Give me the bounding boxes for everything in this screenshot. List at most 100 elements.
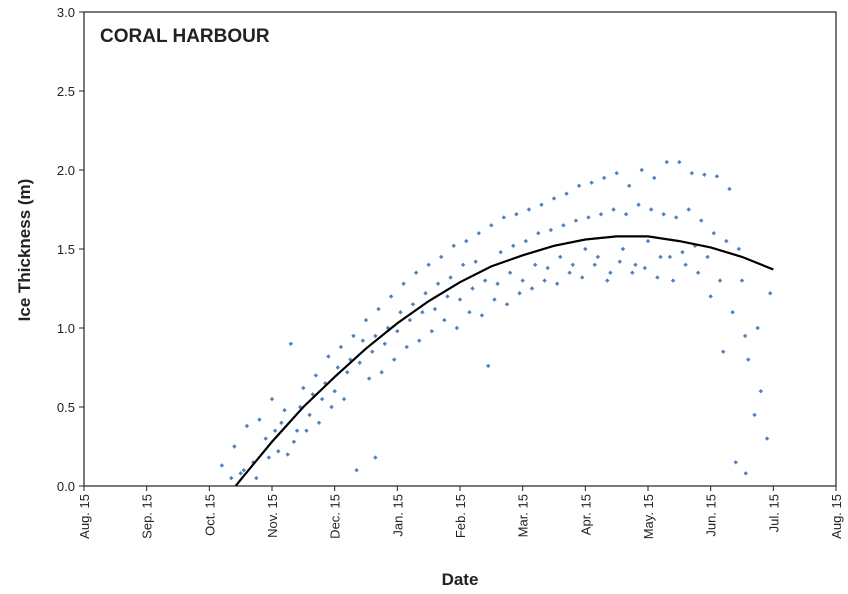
data-point [388,294,394,299]
y-axis-label: Ice Thickness (m) [15,179,34,322]
data-point [392,357,397,362]
data-point [617,259,622,264]
data-point [517,291,522,296]
data-point [304,428,309,433]
data-point [442,317,447,323]
data-point [279,420,284,425]
data-point [313,373,319,378]
data-point [598,212,604,217]
data-point [429,328,434,334]
data-point [263,436,268,441]
data-point [401,281,406,286]
data-point [373,455,378,460]
data-point [398,310,403,315]
data-point [730,310,735,315]
data-point [219,463,225,468]
data-point [244,423,250,429]
y-tick-label: 2.0 [57,163,75,178]
x-tick-label: Feb. 15 [453,494,468,538]
data-point [589,180,594,185]
data-point [448,275,453,280]
y-tick-label: 1.5 [57,242,75,257]
data-point [695,270,701,275]
data-point [742,333,748,339]
data-point [492,297,497,302]
data-point [482,278,488,283]
data-point [470,286,475,291]
data-point [554,281,560,286]
data-point [721,349,726,354]
data-point [351,333,356,339]
data-point [592,262,597,267]
data-point [708,294,713,299]
y-tick-label: 0.0 [57,479,75,494]
data-point [426,262,431,267]
plot-frame [83,11,837,487]
data-point [658,254,663,260]
data-point [661,212,666,217]
data-point [570,262,575,267]
data-point [232,444,237,449]
data-point [451,243,456,249]
data-point [276,449,281,454]
data-point [670,278,676,283]
data-point [636,202,641,207]
data-point [548,227,554,233]
data-point [357,360,362,365]
data-point [736,246,742,252]
data-point [714,174,720,179]
data-point [620,246,626,252]
chart-title: CORAL HARBOUR [100,26,270,47]
data-point [335,365,340,370]
data-point [699,218,704,223]
data-point [605,278,610,283]
data-point [291,439,297,444]
data-point [545,265,550,271]
data-point [507,270,513,275]
data-point [705,254,710,260]
fit-curve [234,235,774,487]
data-point [229,475,234,481]
data-point [254,475,259,481]
data-point [307,412,312,418]
data-point [523,238,528,244]
data-point [764,436,770,441]
data-point [639,167,644,173]
data-point [479,313,485,318]
data-point [360,338,366,343]
data-point [413,270,419,275]
data-point [520,278,525,283]
data-point [373,333,378,339]
data-point [633,262,638,267]
data-point [743,471,748,476]
data-point [329,404,334,410]
data-point [648,207,654,212]
x-tick-label: Mar. 15 [516,494,531,537]
data-point [338,344,344,350]
data-point [489,223,494,228]
data-point [370,349,375,354]
data-point [601,175,607,181]
data-point [514,212,519,217]
data-point [501,215,507,220]
data-point [733,460,738,465]
data-point [611,207,616,212]
data-point [420,310,425,315]
data-point [755,325,760,331]
data-point [623,212,629,217]
data-point [486,363,491,369]
data-point [614,170,619,176]
data-point [674,215,679,220]
data-point [238,471,243,476]
data-point [561,223,566,228]
data-point [410,302,416,307]
data-point [580,275,585,280]
data-point [417,338,422,343]
data-point [573,218,579,223]
x-tick-label: Nov. 15 [265,494,280,538]
data-point [586,215,591,220]
x-tick-label: Sep. 15 [140,494,155,539]
data-point [504,302,510,307]
data-point [608,270,613,275]
data-point [476,231,481,236]
